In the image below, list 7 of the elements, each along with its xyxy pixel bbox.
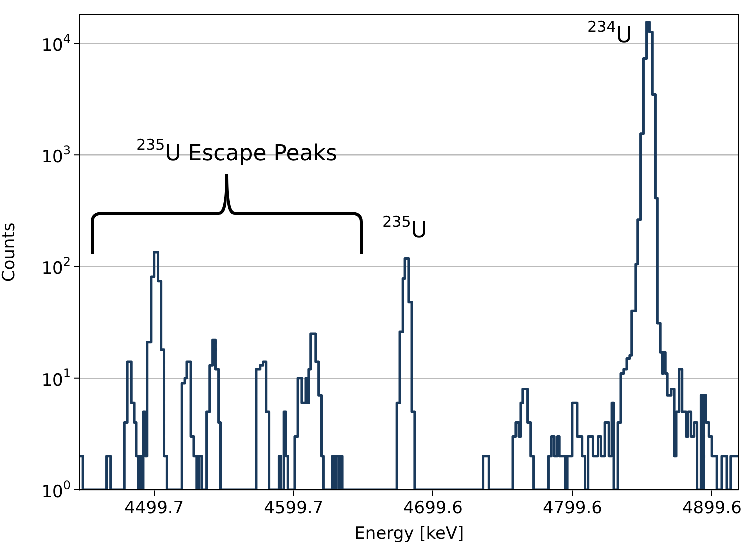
x-tick-label: 4499.7	[124, 498, 184, 519]
x-tick-label: 4599.7	[264, 498, 324, 519]
x-tick-label: 4799.6	[542, 498, 602, 519]
y-axis-title: Counts	[0, 222, 20, 282]
x-tick-label: 4699.6	[403, 498, 463, 519]
x-tick-label: 4899.6	[682, 498, 742, 519]
x-axis-title: Energy [keV]	[354, 524, 464, 544]
